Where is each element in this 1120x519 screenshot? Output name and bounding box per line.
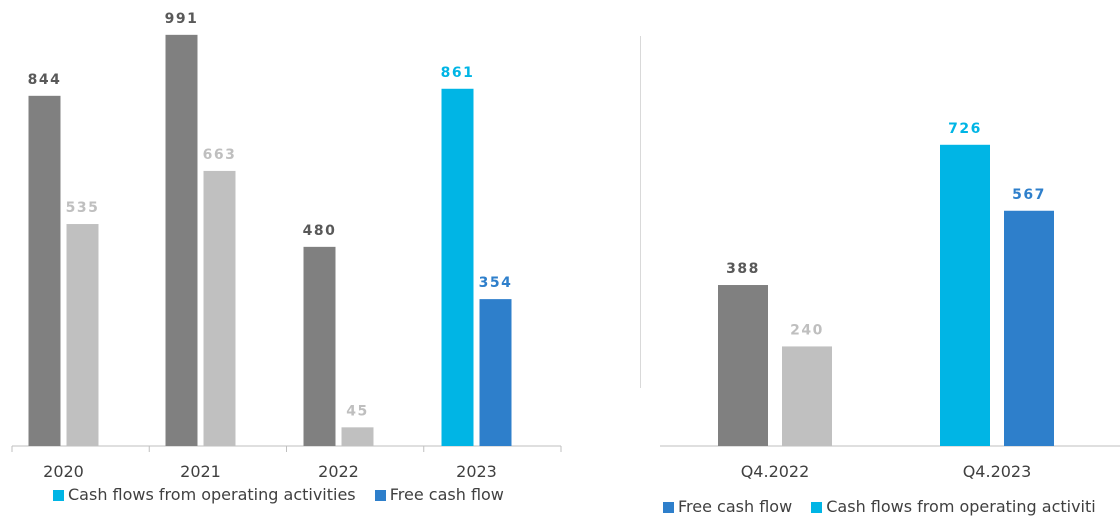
legend-label: Free cash flow — [678, 497, 793, 516]
legend-swatch-cyan — [811, 502, 823, 513]
x-tick-label: 2023 — [456, 462, 497, 481]
data-label: 567 — [1012, 187, 1046, 203]
legend-annual: Cash flows from operating activities Fre… — [53, 485, 518, 504]
legend-item: Cash flows from operating activiti — [811, 497, 1096, 516]
data-label: 861 — [441, 65, 475, 81]
bar — [940, 144, 990, 446]
legend-item: Cash flows from operating activities — [53, 485, 356, 504]
bar — [303, 246, 336, 446]
legend-label: Cash flows from operating activiti — [826, 497, 1096, 516]
legend-item: Free cash flow — [663, 497, 792, 516]
data-label: 663 — [203, 147, 237, 163]
bar — [203, 170, 236, 446]
panel-divider — [640, 36, 641, 388]
bar — [66, 224, 99, 446]
bar — [782, 346, 832, 446]
legend-quarterly: Free cash flow Cash flows from operating… — [663, 497, 1110, 516]
legend-label: Free cash flow — [389, 485, 504, 504]
data-label: 726 — [948, 121, 982, 137]
data-label: 991 — [165, 11, 199, 27]
x-tick-label: 2021 — [180, 462, 221, 481]
bar — [341, 427, 374, 446]
data-label: 240 — [790, 322, 824, 338]
legend-swatch-cyan — [53, 490, 64, 501]
legend-swatch-blue — [374, 490, 386, 501]
data-label: 388 — [726, 261, 760, 277]
x-tick-label: Q4.2023 — [963, 462, 1032, 481]
data-label: 535 — [66, 200, 100, 216]
data-label: 480 — [303, 223, 337, 239]
bar — [1004, 210, 1054, 446]
bar — [165, 34, 198, 446]
data-label: 354 — [479, 275, 513, 291]
bar — [441, 88, 474, 446]
legend-label: Cash flows from operating activities — [68, 485, 356, 504]
legend-item: Free cash flow — [374, 485, 504, 504]
bar — [718, 285, 768, 446]
x-tick-label: Q4.2022 — [741, 462, 810, 481]
data-label: 45 — [346, 403, 368, 419]
x-tick-label: 2020 — [43, 462, 84, 481]
legend-swatch-blue — [663, 502, 674, 513]
bar — [479, 299, 512, 446]
data-label: 844 — [28, 72, 62, 88]
bar — [28, 95, 61, 446]
x-tick-label: 2022 — [318, 462, 359, 481]
